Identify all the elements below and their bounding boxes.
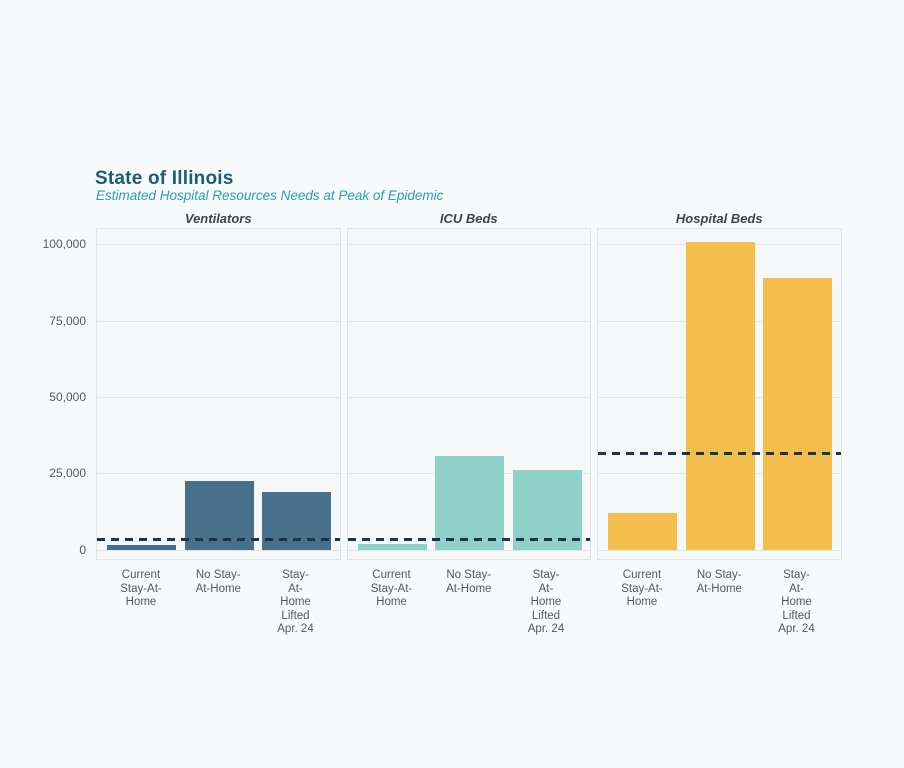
x-tick-label-no-stay-at-home: No Stay- At-Home [446,569,492,595]
plot-area [346,228,591,560]
bar-stay-at-home-lifted-apr-24 [512,469,582,550]
facet-icu-beds: ICU Beds Current Stay-At- Home No Stay- At… [346,209,592,635]
x-tick-label-current-stay-at-home: Current Stay-At- Home [120,569,162,608]
capacity-line [347,537,590,541]
x-tick-label-stay-at-home-lifted-apr-24: Stay- At-Home Lifted Apr. 24 [527,569,565,635]
gridline [97,320,340,322]
chart-title: State of Illinois [95,168,234,189]
gridline [97,549,340,551]
facet-ventilators: Ventilators Current Stay-At- Home No Stay-… [96,209,341,635]
gridline [347,320,590,322]
plot-area [96,228,341,560]
x-axis-labels: Current Stay-At- Home No Stay- At-Home Sta… [96,560,341,635]
capacity-line [97,537,340,541]
facet-title: Hospital Beds [675,211,763,226]
y-tick-label: 50,000 [49,389,86,404]
y-tick-label: 75,000 [49,313,86,328]
gridline [97,473,340,475]
y-axis: 0 25,000 50,000 75,000 100,000 [30,229,86,561]
y-tick-label: 25,000 [49,466,86,481]
x-axis-labels: Current Stay-At- Home No Stay- At-Home Sta… [347,560,592,635]
bar-no-stay-at-home [685,241,755,550]
bar-current-stay-at-home [107,544,177,550]
bar-stay-at-home-lifted-apr-24 [763,277,832,550]
bar-current-stay-at-home [608,513,678,550]
gridline [347,396,590,398]
chart-subtitle: Estimated Hospital Resources Needs at Pe… [96,188,444,203]
x-tick-label-current-stay-at-home: Current Stay-At- Home [621,569,663,608]
facet-hospital-beds: Hospital Beds Current Stay-At- Home No Sta… [597,209,842,635]
facet-chart: Ventilators Current Stay-At- Home No Stay-… [96,209,842,635]
x-tick-label-current-stay-at-home: Current Stay-At- Home [370,569,413,608]
x-tick-label-no-stay-at-home: No Stay- At-Home [696,569,742,595]
bar-current-stay-at-home [357,544,427,550]
x-axis-labels: Current Stay-At- Home No Stay- At-Home Sta… [597,560,842,635]
y-tick-label: 100,000 [42,237,86,252]
gridline [97,244,340,246]
x-tick-label-stay-at-home-lifted-apr-24: Stay- At-Home Lifted Apr. 24 [277,569,314,635]
bar-no-stay-at-home [435,456,505,550]
plot-area [597,228,842,560]
x-tick-label-stay-at-home-lifted-apr-24: Stay- At-Home Lifted Apr. 24 [778,569,815,635]
gridline [347,244,590,246]
y-tick-label: 0 [79,542,86,557]
gridline [97,396,340,398]
facet-title: ICU Beds [439,211,498,226]
gridline [598,549,841,551]
facet-title: Ventilators [184,211,252,226]
capacity-line [598,452,841,456]
gridline [347,549,590,551]
x-tick-label-no-stay-at-home: No Stay- At-Home [195,569,241,595]
